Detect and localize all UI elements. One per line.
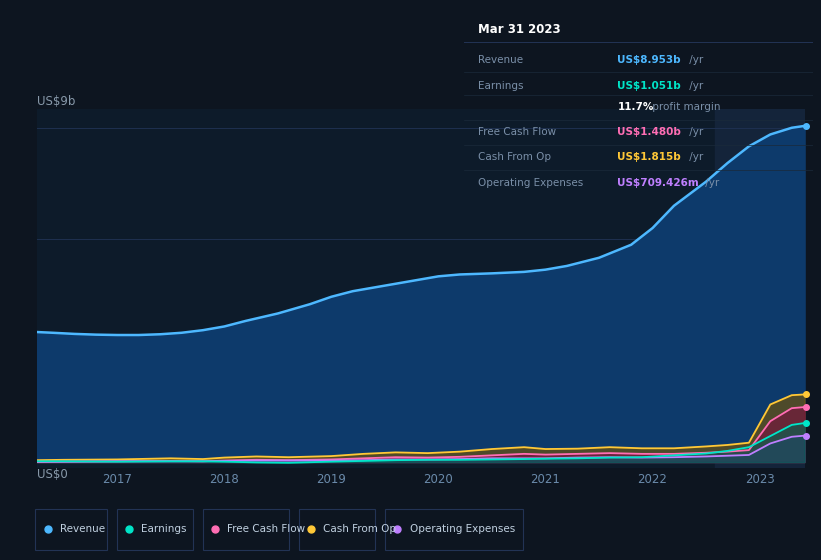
Text: Earnings: Earnings bbox=[478, 81, 523, 91]
Text: profit margin: profit margin bbox=[649, 102, 720, 112]
Text: Free Cash Flow: Free Cash Flow bbox=[478, 127, 556, 137]
Bar bbox=[714, 109, 805, 468]
Text: US$0: US$0 bbox=[37, 468, 67, 480]
Text: Revenue: Revenue bbox=[478, 55, 523, 65]
Text: Cash From Op: Cash From Op bbox=[478, 152, 551, 162]
Text: 11.7%: 11.7% bbox=[617, 102, 654, 112]
Text: US$1.480b: US$1.480b bbox=[617, 127, 681, 137]
Text: /yr: /yr bbox=[686, 152, 704, 162]
Text: US$8.953b: US$8.953b bbox=[617, 55, 681, 65]
Text: US$9b: US$9b bbox=[37, 95, 76, 108]
Text: Revenue: Revenue bbox=[60, 524, 105, 534]
Text: Cash From Op: Cash From Op bbox=[323, 524, 397, 534]
Text: /yr: /yr bbox=[686, 127, 704, 137]
Text: /yr: /yr bbox=[702, 178, 719, 188]
Text: US$1.051b: US$1.051b bbox=[617, 81, 681, 91]
Text: Operating Expenses: Operating Expenses bbox=[410, 524, 515, 534]
Text: /yr: /yr bbox=[686, 81, 704, 91]
Text: Operating Expenses: Operating Expenses bbox=[478, 178, 583, 188]
Text: Mar 31 2023: Mar 31 2023 bbox=[478, 23, 561, 36]
Text: Free Cash Flow: Free Cash Flow bbox=[227, 524, 305, 534]
Text: US$1.815b: US$1.815b bbox=[617, 152, 681, 162]
Text: Earnings: Earnings bbox=[141, 524, 186, 534]
Text: US$709.426m: US$709.426m bbox=[617, 178, 699, 188]
Text: /yr: /yr bbox=[686, 55, 704, 65]
